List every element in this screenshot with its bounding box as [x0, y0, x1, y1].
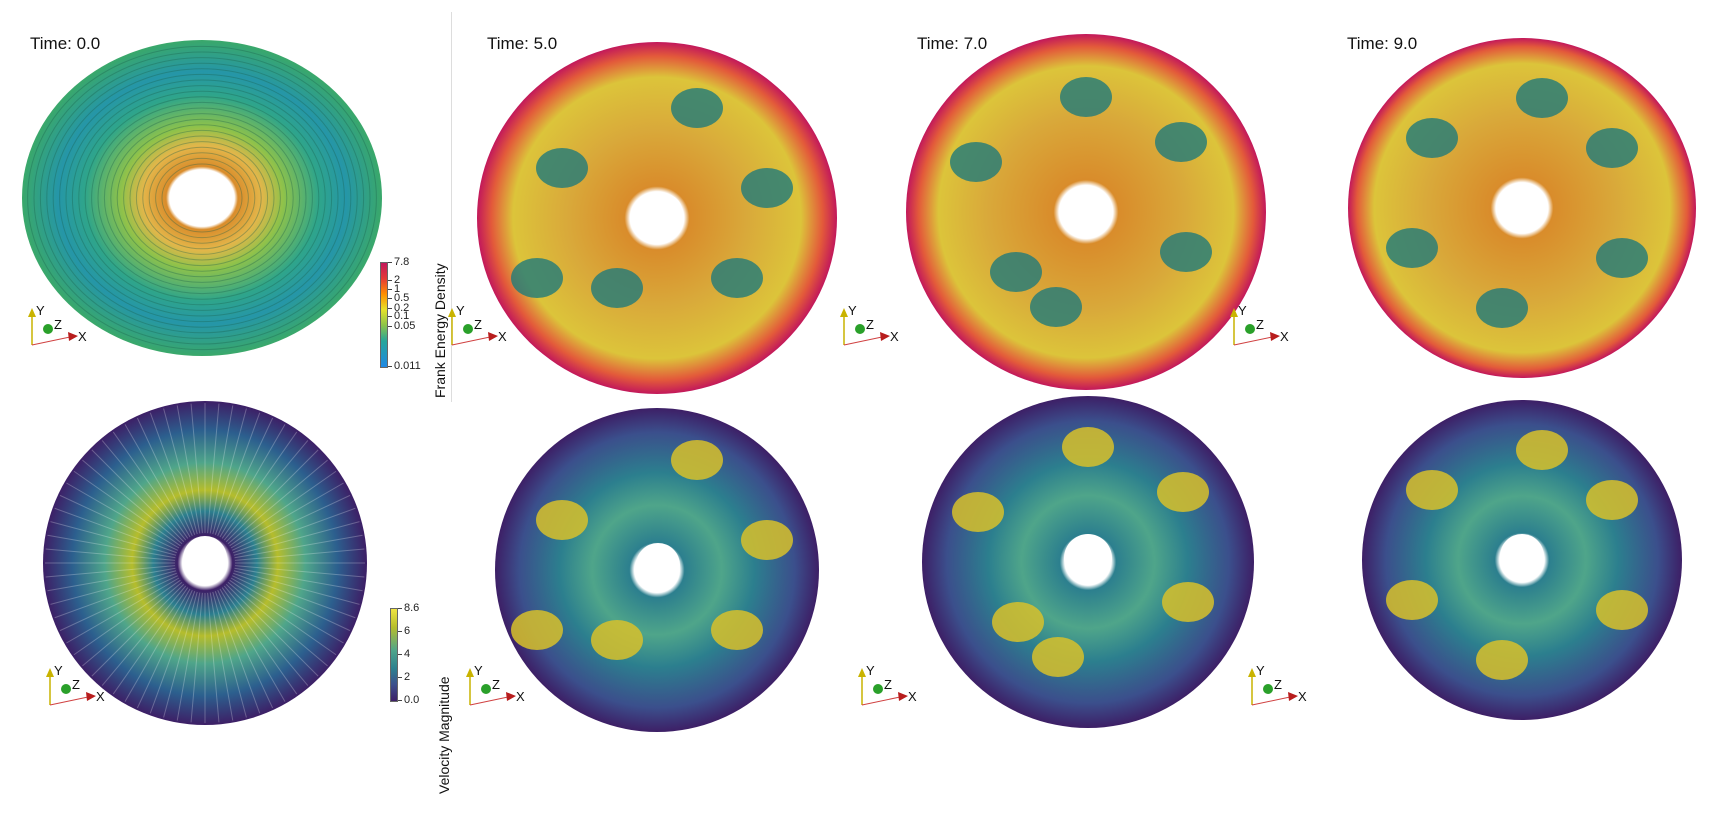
axis-label-y: Y [1256, 663, 1265, 678]
colorbar-tickmark [388, 298, 392, 299]
colorbar-tick-label: 0.5 [394, 292, 410, 304]
frank-panel-t7: Time: 7.0 [882, 0, 1312, 410]
axis-label-y: Y [54, 663, 63, 678]
row-divider [451, 12, 452, 402]
axis-label-y: Y [1238, 303, 1247, 318]
velocity-colorbar: 8.6 6 4 2 0.0 [390, 603, 440, 706]
axis-label-x: X [78, 329, 87, 344]
velocity-streamtube-render [43, 401, 367, 725]
colorbar-tick-label: 4 [404, 648, 411, 660]
velocity-colorbar-title: Velocity Magnitude [436, 676, 452, 794]
velocity-panel-t5 [452, 408, 882, 821]
colorbar-tickmark [388, 289, 392, 290]
frank-panel-t0: Time: 0.0 7.8 2 1 0.5 0.2 0.1 0.05 0.011 Frank … [0, 0, 451, 410]
axis-label-z: Z [866, 317, 874, 332]
colorbar-tickmark [388, 326, 392, 327]
axis-label-y: Y [848, 303, 857, 318]
time-label: Time: 7.0 [917, 34, 988, 53]
frank-panel-t9: Time: 9.0 [1312, 0, 1723, 410]
axis-label-x: X [498, 329, 507, 344]
axis-label-z: Z [54, 317, 62, 332]
time-label: Time: 0.0 [30, 34, 101, 53]
colorbar-tick-label: 6 [404, 625, 411, 637]
colorbar-tick-label: 0.1 [394, 310, 410, 322]
axis-label-x: X [516, 689, 525, 704]
colorbar-tick-label: 0.2 [394, 302, 410, 314]
axis-label-y: Y [866, 663, 875, 678]
colorbar-tickmark [388, 308, 392, 309]
time-label: Time: 5.0 [487, 34, 558, 53]
axis-label-y: Y [456, 303, 465, 318]
colorbar-tick-label: 7.8 [394, 256, 410, 268]
colorbar-tickmark [388, 366, 392, 367]
colorbar-tick-label: 1 [394, 283, 401, 295]
velocity-streamtube-render [495, 408, 819, 732]
colorbar-tickmark [398, 677, 402, 678]
axis-label-x: X [1280, 329, 1289, 344]
frank-streamtube-render [477, 42, 837, 394]
colorbar-tickmark [398, 700, 402, 701]
axis-label-z: Z [492, 677, 500, 692]
colorbar-tickmark [398, 631, 402, 632]
colorbar-tick-label: 0.0 [404, 694, 420, 706]
frank-streamtube-render [906, 34, 1266, 390]
velocity-streamtube-render [922, 396, 1254, 728]
colorbar-tick-label: 2 [404, 671, 411, 683]
colorbar-tickmark [398, 608, 402, 609]
colorbar-tickmark [388, 280, 392, 281]
colorbar-tickmark [388, 262, 392, 263]
frank-energy-colorbar: 7.8 2 1 0.5 0.2 0.1 0.05 0.011 [380, 257, 440, 372]
axis-label-z: Z [884, 677, 892, 692]
axis-label-y: Y [36, 303, 45, 318]
axis-label-x: X [908, 689, 917, 704]
axis-label-x: X [96, 689, 105, 704]
colorbar-tick-label: 8.6 [404, 602, 420, 614]
time-label: Time: 9.0 [1347, 34, 1418, 53]
colorbar-tick-label: 0.05 [394, 320, 416, 332]
frank-streamtube-render [22, 40, 382, 356]
velocity-streamtube-render [1362, 400, 1682, 720]
velocity-panel-t7 [882, 396, 1312, 821]
axis-label-z: Z [1256, 317, 1264, 332]
colorbar-tickmark [398, 654, 402, 655]
velocity-panel-t0: 8.6 6 4 2 0.0 Velocity Magnitude [0, 401, 452, 821]
axis-label-z: Z [72, 677, 80, 692]
axis-label-z: Z [1274, 677, 1282, 692]
axis-label-y: Y [474, 663, 483, 678]
frank-panel-t5: Time: 5.0 [452, 0, 882, 410]
colorbar-tickmark [388, 316, 392, 317]
velocity-panel-t9 [1312, 400, 1723, 821]
frank-streamtube-render [1348, 38, 1696, 378]
axis-label-x: X [890, 329, 899, 344]
colorbar-tick-label: 2 [394, 274, 401, 286]
colorbar-tick-label: 0.011 [394, 360, 421, 372]
axis-label-z: Z [474, 317, 482, 332]
axis-label-x: X [1298, 689, 1307, 704]
